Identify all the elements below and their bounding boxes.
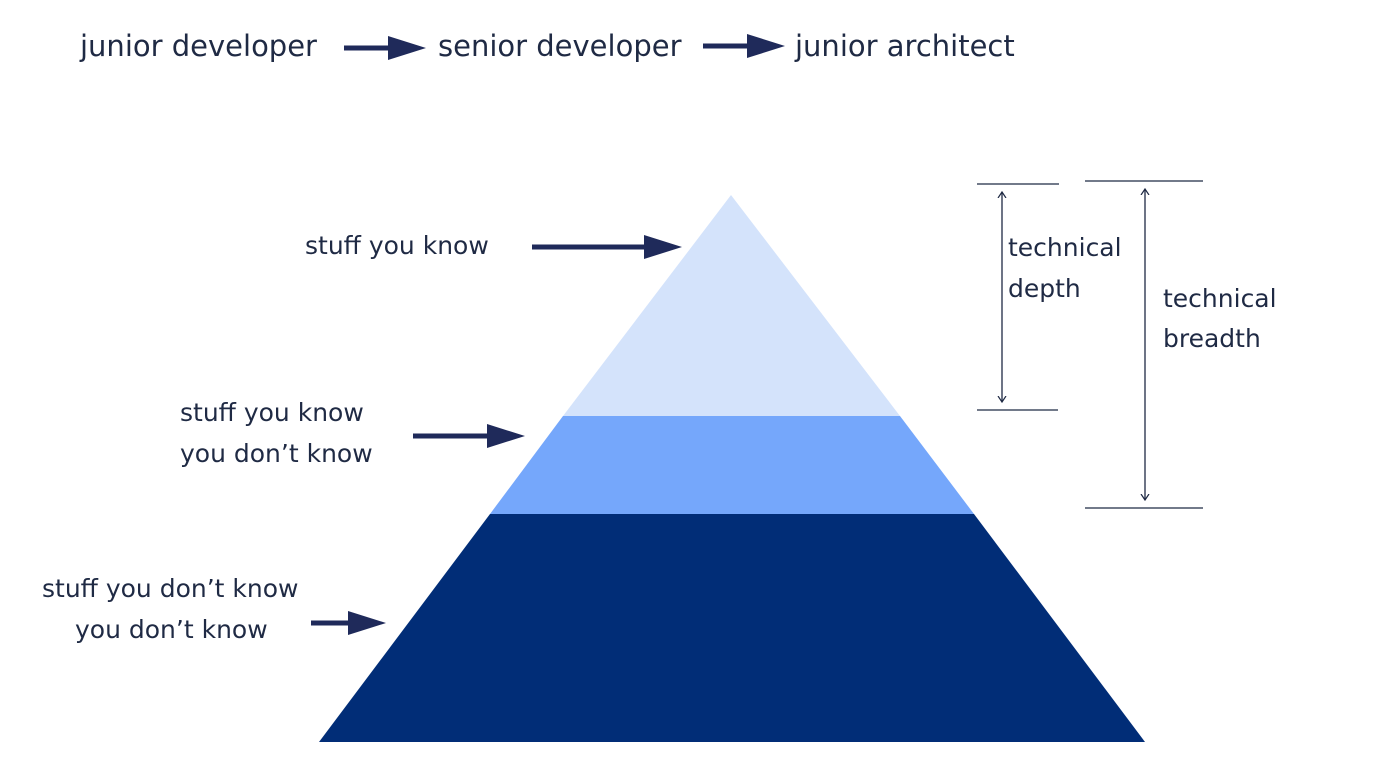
career-path: junior developer senior developer junior… [79, 29, 1015, 63]
career-step-junior-developer: junior developer [79, 29, 317, 63]
tier-arrow-top [532, 235, 682, 259]
pyramid-tier-bottom [319, 514, 1145, 742]
career-step-senior-developer: senior developer [438, 29, 682, 63]
tier-label-top-line-1: stuff you know [305, 231, 489, 260]
tier-label-bottom-line-2: you don’t know [75, 615, 268, 644]
pyramid-tier-top [563, 195, 900, 416]
tier-arrow-middle [413, 424, 525, 448]
technical-breadth-label-line-2: breadth [1163, 324, 1261, 353]
technical-depth-label-line-2: depth [1008, 274, 1081, 303]
tier-label-bottom-line-1: stuff you don’t know [42, 574, 299, 603]
career-arrow-2 [703, 34, 785, 58]
career-arrow-1 [344, 36, 426, 60]
pyramid-tier-middle [490, 416, 974, 514]
tier-label-top: stuff you know [305, 231, 489, 260]
tier-label-middle-line-2: you don’t know [180, 439, 373, 468]
pyramid [319, 195, 1145, 742]
tier-arrow-bottom [311, 611, 386, 635]
technical-depth-label-line-1: technical [1008, 233, 1122, 262]
tier-label-bottom: stuff you don’t know you don’t know [42, 574, 299, 644]
technical-breadth-label-line-1: technical [1163, 284, 1277, 313]
tier-label-middle-line-1: stuff you know [180, 398, 364, 427]
tier-label-middle: stuff you know you don’t know [180, 398, 373, 468]
technical-depth-dimension: technical depth [977, 183, 1122, 411]
technical-breadth-dimension: technical breadth [1085, 180, 1277, 509]
career-step-junior-architect: junior architect [794, 29, 1015, 63]
